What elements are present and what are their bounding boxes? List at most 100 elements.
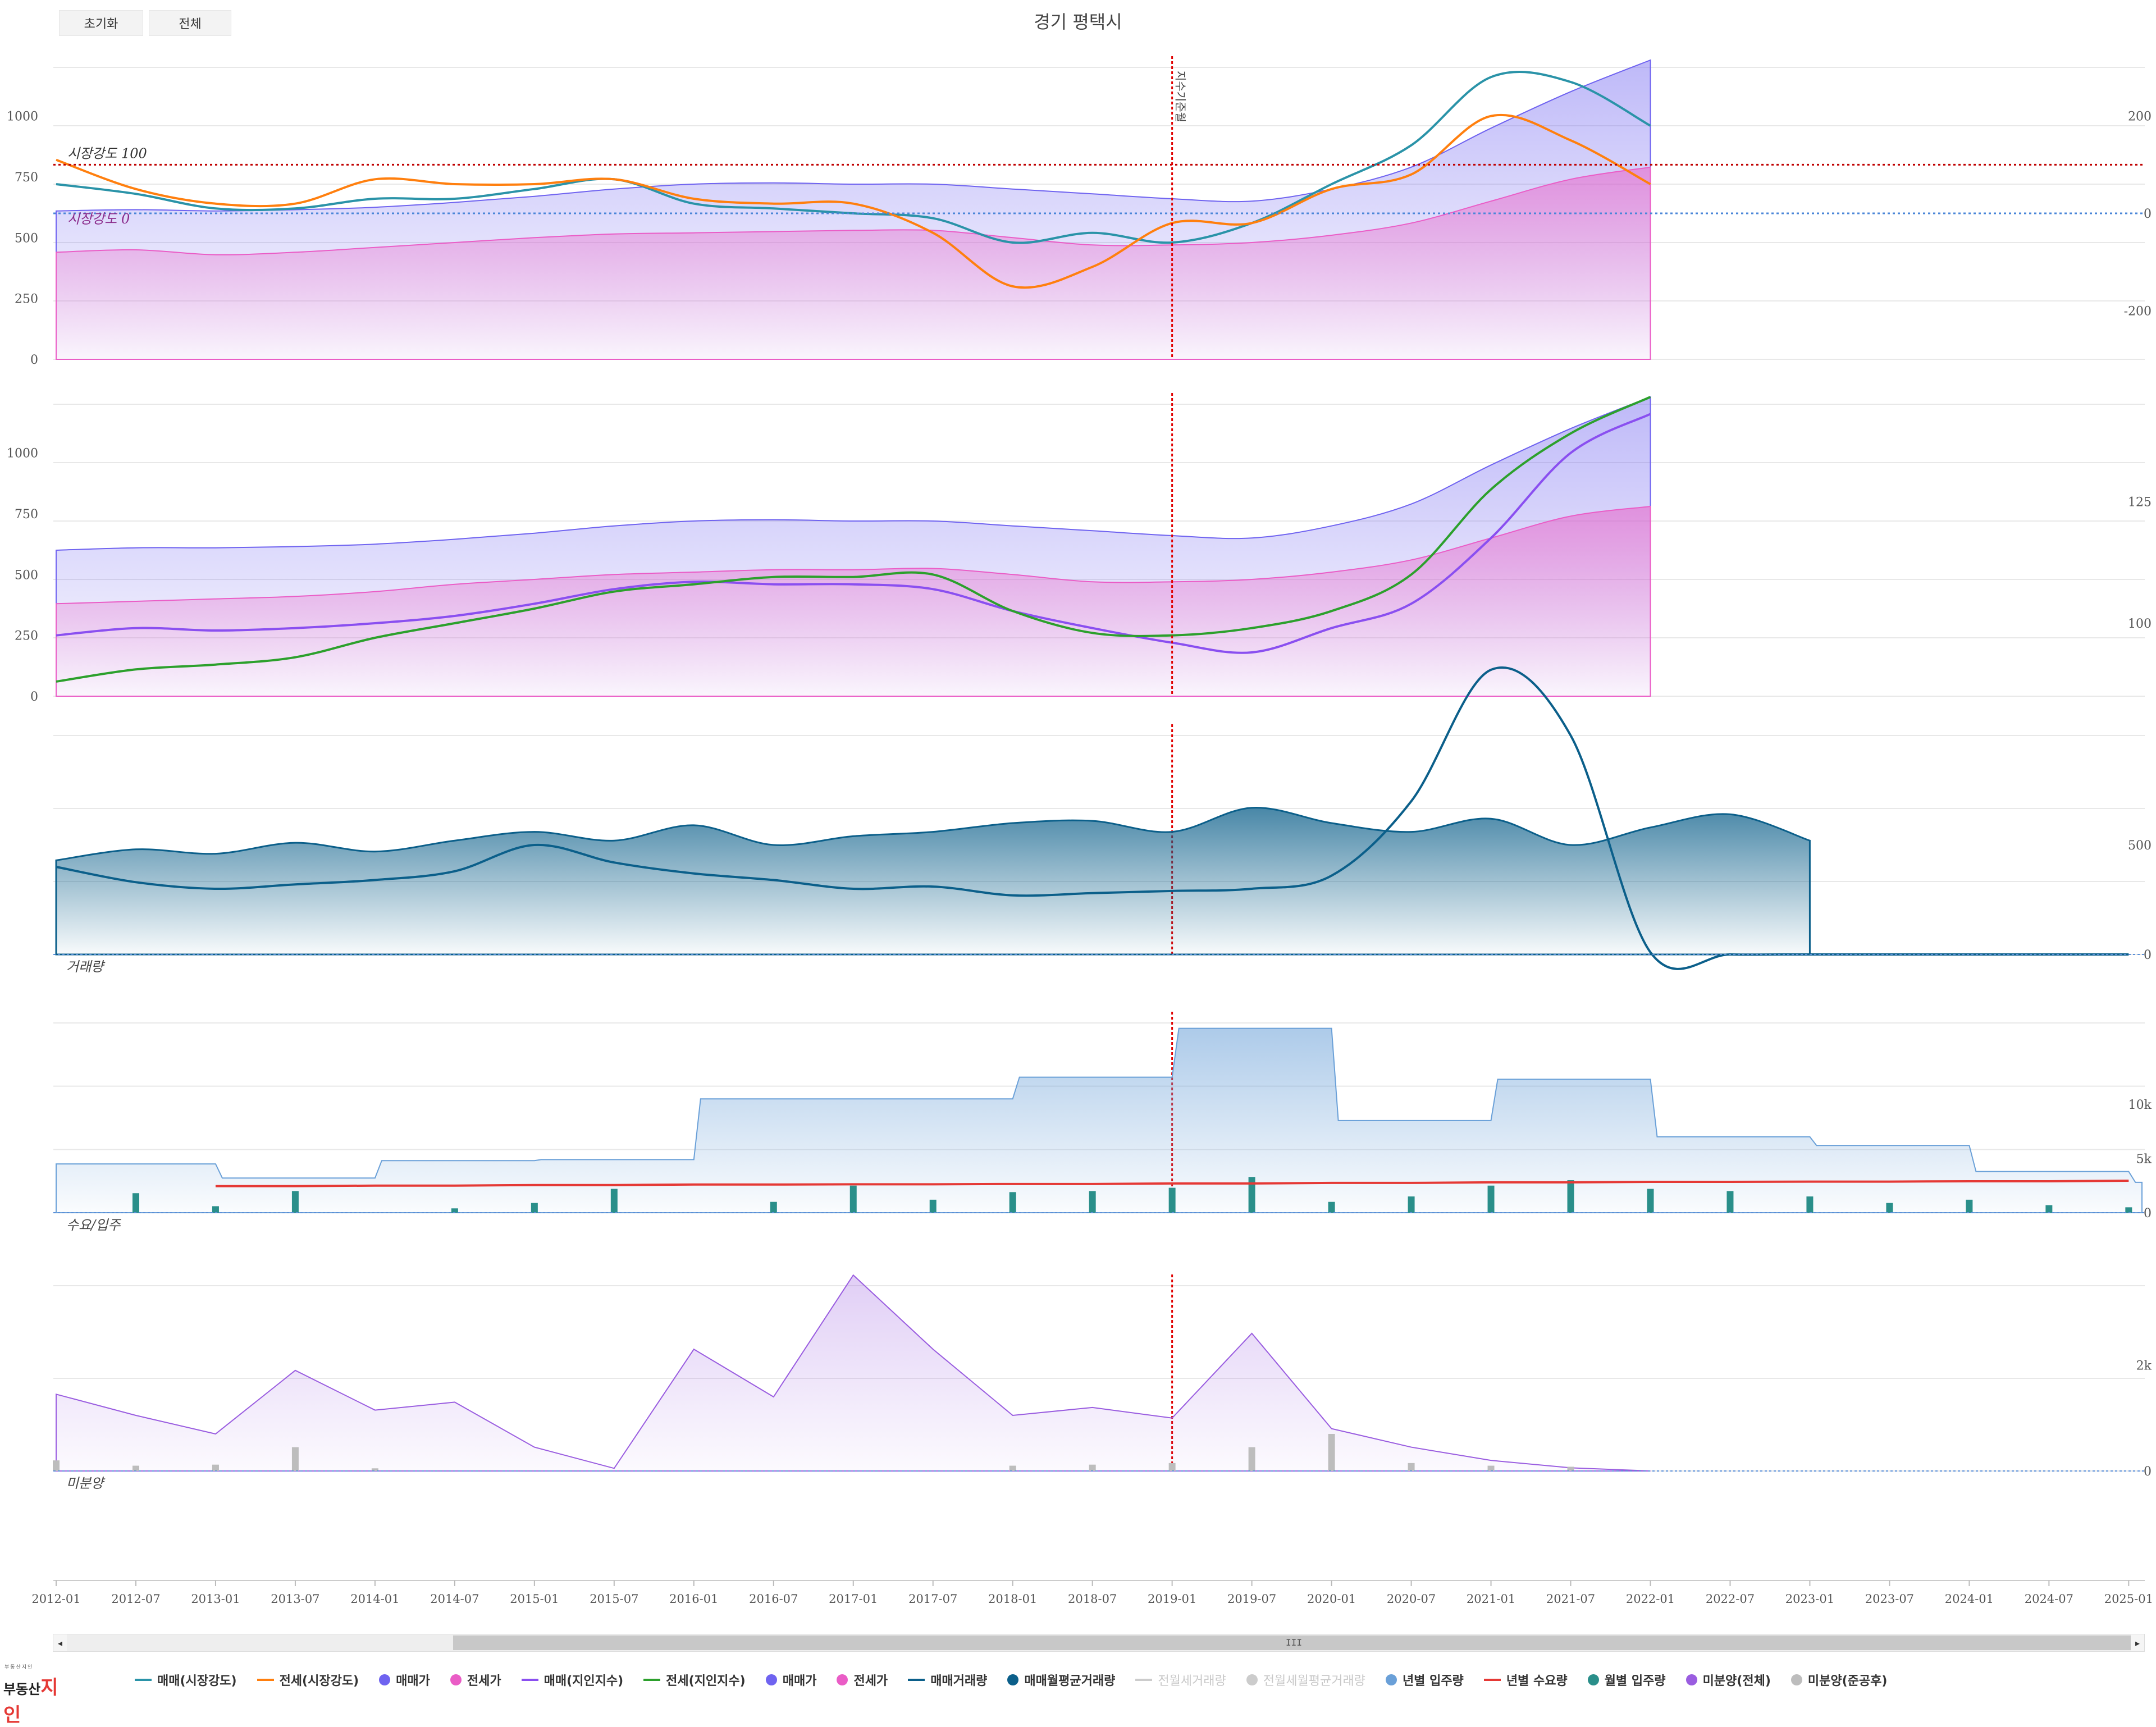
panel-label: 수요/입주 [66, 1217, 121, 1233]
panel-label: 미분양 [66, 1475, 106, 1491]
bar-monthly-supply [929, 1199, 937, 1213]
legend-item-4[interactable]: 전세가 [450, 1669, 501, 1691]
bar-unsold-after [1487, 1465, 1495, 1471]
y-right-tick-label: 0 [2144, 948, 2152, 962]
bar-monthly-supply [1806, 1196, 1814, 1213]
legend-dot-icon [1385, 1674, 1397, 1685]
x-tick-label: 2015-01 [510, 1592, 559, 1606]
x-tick-label: 2013-01 [191, 1592, 240, 1606]
panel-5: 0 2k 미분양 [53, 1274, 2152, 1491]
series-step-supply [56, 1027, 2143, 1213]
legend-line-icon [521, 1679, 538, 1681]
y-left-tick-label: 500 [15, 231, 38, 245]
x-tick-label: 2023-01 [1785, 1592, 1834, 1606]
legend-label: 매매월평균거래량 [1024, 1674, 1116, 1688]
y-left-tick-label: 750 [15, 171, 38, 185]
series-line-3 [56, 413, 1651, 654]
bar-monthly-supply [1647, 1189, 1654, 1213]
scroll-left-arrow-icon[interactable]: ◂ [53, 1634, 67, 1651]
bar-unsold-after [53, 1460, 60, 1471]
legend-dot-icon [1790, 1674, 1802, 1685]
x-tick-label: 2017-01 [829, 1592, 878, 1606]
legend-item-6[interactable]: 전세(지인지수) [643, 1669, 746, 1691]
legend-line-icon [643, 1679, 661, 1681]
legend-item-3[interactable]: 매매가 [379, 1669, 430, 1691]
bar-monthly-supply [1966, 1199, 1973, 1213]
y-right-tick-label: 10k [2128, 1098, 2152, 1112]
scroll-right-arrow-icon[interactable]: ▸ [2131, 1634, 2144, 1651]
legend-item-16[interactable]: 미분양(전체) [1685, 1669, 1771, 1691]
legend-line-icon [1135, 1679, 1153, 1681]
bar-monthly-supply [1168, 1187, 1176, 1213]
x-tick-label: 2016-01 [669, 1592, 718, 1606]
series-line-4 [56, 113, 1651, 289]
legend-item-2[interactable]: 전세(시장강도) [257, 1669, 359, 1691]
x-tick-label: 2024-01 [1945, 1592, 1994, 1606]
x-tick-label: 2019-07 [1227, 1592, 1276, 1606]
x-tick-label: 2020-01 [1307, 1592, 1356, 1606]
bar-monthly-supply [2125, 1207, 2132, 1213]
legend-label: 매매가 [396, 1674, 430, 1688]
bar-monthly-supply [1487, 1185, 1495, 1213]
legend-label: 년별 입주량 [1402, 1674, 1464, 1688]
y-right-tick-label: 100 [2128, 617, 2152, 631]
x-tick-label: 2018-01 [988, 1592, 1037, 1606]
legend-label: 전세(지인지수) [666, 1674, 746, 1688]
y-right-tick-label: 5k [2136, 1152, 2152, 1166]
y-left-tick-label: 750 [15, 508, 38, 522]
legend-item-11[interactable]: 전월세거래량 [1135, 1669, 1226, 1691]
y-left-tick-label: 250 [15, 293, 38, 307]
legend-label: 매매가 [782, 1674, 817, 1688]
legend-item-13[interactable]: 년별 입주량 [1385, 1669, 1464, 1691]
legend-item-12[interactable]: 전월세월평균거래량 [1246, 1669, 1365, 1691]
legend-dot-icon [837, 1674, 848, 1685]
y-left-tick-label: 0 [30, 353, 38, 367]
legend-item-7[interactable]: 매매가 [765, 1669, 817, 1691]
x-tick-label: 2018-07 [1068, 1592, 1117, 1606]
legend-item-8[interactable]: 전세가 [837, 1669, 888, 1691]
bar-unsold-after [1089, 1464, 1096, 1471]
bar-unsold-after [291, 1447, 299, 1471]
legend-dot-icon [450, 1674, 462, 1685]
x-tick-label: 2021-07 [1546, 1592, 1595, 1606]
y-right-tick-label: 0 [2144, 207, 2152, 221]
x-tick-label: 2015-07 [590, 1592, 638, 1606]
bar-monthly-supply [849, 1185, 857, 1213]
legend-item-15[interactable]: 월별 입주량 [1587, 1669, 1666, 1691]
series-area-2 [56, 505, 1651, 697]
scroll-thumb[interactable]: III [453, 1635, 2135, 1650]
bar-unsold-after [1168, 1463, 1176, 1471]
bar-monthly-supply [1089, 1191, 1096, 1213]
legend-label: 전세(시장강도) [279, 1674, 359, 1688]
series-area-volume-avg [55, 807, 1811, 956]
reset-button[interactable]: 초기화 [59, 10, 143, 36]
bar-monthly-supply [1009, 1192, 1016, 1213]
x-tick-label: 2025-01 [2104, 1592, 2153, 1606]
legend-item-1[interactable]: 매매(시장강도) [135, 1669, 237, 1691]
y-right-tick-label: 2k [2136, 1359, 2152, 1373]
legend-item-9[interactable]: 매매거래량 [908, 1669, 987, 1691]
x-tick-label: 2024-07 [2025, 1592, 2073, 1606]
series-area-2 [56, 166, 1651, 360]
x-tick-label: 2019-01 [1148, 1592, 1196, 1606]
legend-dot-icon [1587, 1674, 1599, 1685]
legend-line-icon [135, 1679, 152, 1681]
legend-line-icon [908, 1679, 925, 1681]
legend-label: 전세가 [467, 1674, 501, 1688]
bar-monthly-supply [451, 1208, 458, 1213]
legend-item-17[interactable]: 미분양(준공후) [1790, 1669, 1887, 1691]
legend-line-icon [257, 1679, 274, 1681]
scroll-grip-icon: III [1286, 1637, 1302, 1648]
legend-item-14[interactable]: 년별 수요량 [1483, 1669, 1568, 1691]
legend-item-10[interactable]: 매매월평균거래량 [1007, 1669, 1115, 1691]
bar-monthly-supply [770, 1201, 777, 1213]
range-scrollbar[interactable]: ◂ III ▸ [53, 1634, 2145, 1652]
legend-dot-icon [1007, 1674, 1019, 1685]
y-right-tick-label: 125 [2128, 495, 2152, 509]
bar-monthly-supply [212, 1206, 219, 1213]
all-range-button[interactable]: 전체 [149, 10, 231, 36]
legend-dot-icon [379, 1674, 391, 1685]
legend-label: 전월세거래량 [1158, 1674, 1226, 1688]
legend-item-5[interactable]: 매매(지인지수) [521, 1669, 623, 1691]
